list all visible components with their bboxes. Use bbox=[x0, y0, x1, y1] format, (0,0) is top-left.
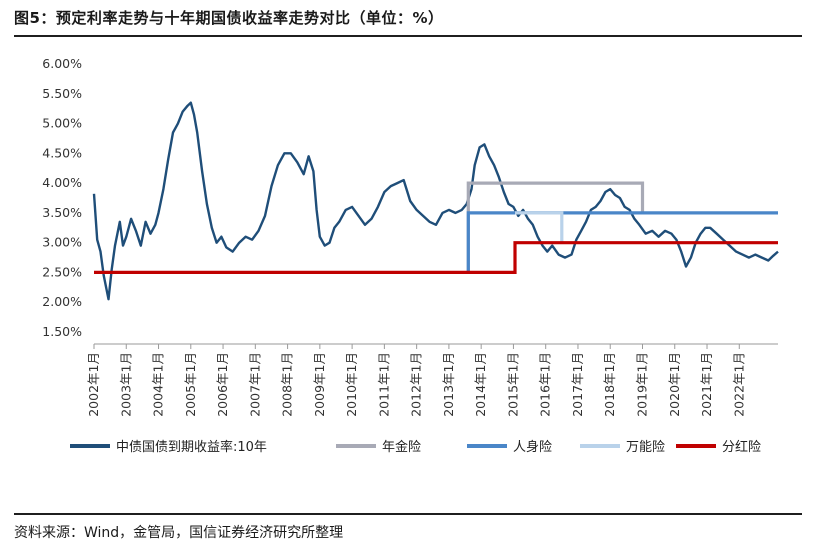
series-line-0 bbox=[92, 101, 779, 301]
x-tick-label: 2018年1月 bbox=[602, 352, 617, 417]
y-tick-label: 3.00% bbox=[42, 235, 82, 250]
x-tick-label: 2014年1月 bbox=[473, 352, 488, 417]
line-chart: 6.00% 5.50% 5.00% 4.50% 4.00% 3.50% 3.00% 2.50%… bbox=[42, 56, 779, 455]
x-tick-label: 2004年1月 bbox=[151, 352, 166, 417]
x-tick-label: 2013年1月 bbox=[441, 352, 456, 417]
series-line-4 bbox=[94, 241, 778, 274]
chart-title: 图5：预定利率走势与十年期国债收益率走势对比（单位：%） bbox=[14, 9, 444, 27]
x-tick-label: 2009年1月 bbox=[312, 352, 327, 417]
legend-label: 中债国债到期收益率:10年 bbox=[116, 439, 267, 455]
y-tick-label: 2.00% bbox=[42, 294, 82, 309]
x-axis: 2002年1月 2003年1月 2004年1月 2005年1月 2006年1月 2007年… bbox=[86, 343, 778, 417]
legend-label: 万能险 bbox=[626, 440, 665, 455]
series-line-2 bbox=[466, 211, 778, 273]
x-tick-label: 2017年1月 bbox=[570, 352, 585, 417]
series-line-3 bbox=[515, 211, 564, 243]
y-axis: 6.00% 5.50% 5.00% 4.50% 4.00% 3.50% 3.00% 2.50%… bbox=[42, 56, 82, 339]
y-tick-label: 4.50% bbox=[42, 145, 82, 160]
x-tick-label: 2015年1月 bbox=[505, 352, 520, 417]
y-tick-label: 5.00% bbox=[42, 116, 82, 131]
y-tick-label: 3.50% bbox=[42, 205, 82, 220]
plot-area bbox=[92, 101, 779, 301]
legend-label: 年金险 bbox=[382, 439, 421, 455]
x-tick-label: 2006年1月 bbox=[215, 352, 230, 417]
y-tick-label: 1.50% bbox=[42, 324, 82, 339]
x-tick-label: 2008年1月 bbox=[280, 352, 295, 417]
x-tick-label: 2002年1月 bbox=[86, 352, 101, 417]
x-tick-label: 2019年1月 bbox=[634, 352, 649, 417]
y-tick-label: 4.00% bbox=[42, 175, 82, 190]
x-tick-label: 2005年1月 bbox=[183, 352, 198, 417]
x-tick-label: 2021年1月 bbox=[699, 352, 714, 417]
x-tick-label: 2007年1月 bbox=[247, 352, 262, 417]
x-tick-label: 2020年1月 bbox=[667, 352, 682, 417]
x-tick-label: 2012年1月 bbox=[409, 352, 424, 417]
x-tick-label: 2003年1月 bbox=[118, 352, 133, 417]
source-note: 资料来源：Wind，金管局，国信证券经济研究所整理 bbox=[14, 525, 344, 541]
legend: 中债国债到期收益率:10年 年金险 人身险 万能险 分红险 bbox=[70, 439, 761, 455]
x-tick-label: 2016年1月 bbox=[538, 352, 553, 417]
legend-label: 分红险 bbox=[722, 439, 761, 455]
y-tick-label: 2.50% bbox=[42, 264, 82, 279]
x-tick-label: 2022年1月 bbox=[731, 352, 746, 417]
x-tick-label: 2011年1月 bbox=[376, 352, 391, 417]
source-rule bbox=[14, 513, 802, 515]
x-tick-label: 2010年1月 bbox=[344, 352, 359, 417]
legend-label: 人身险 bbox=[513, 439, 552, 455]
y-tick-label: 5.50% bbox=[42, 86, 82, 101]
title-rule bbox=[14, 35, 802, 37]
y-tick-label: 6.00% bbox=[42, 56, 82, 71]
